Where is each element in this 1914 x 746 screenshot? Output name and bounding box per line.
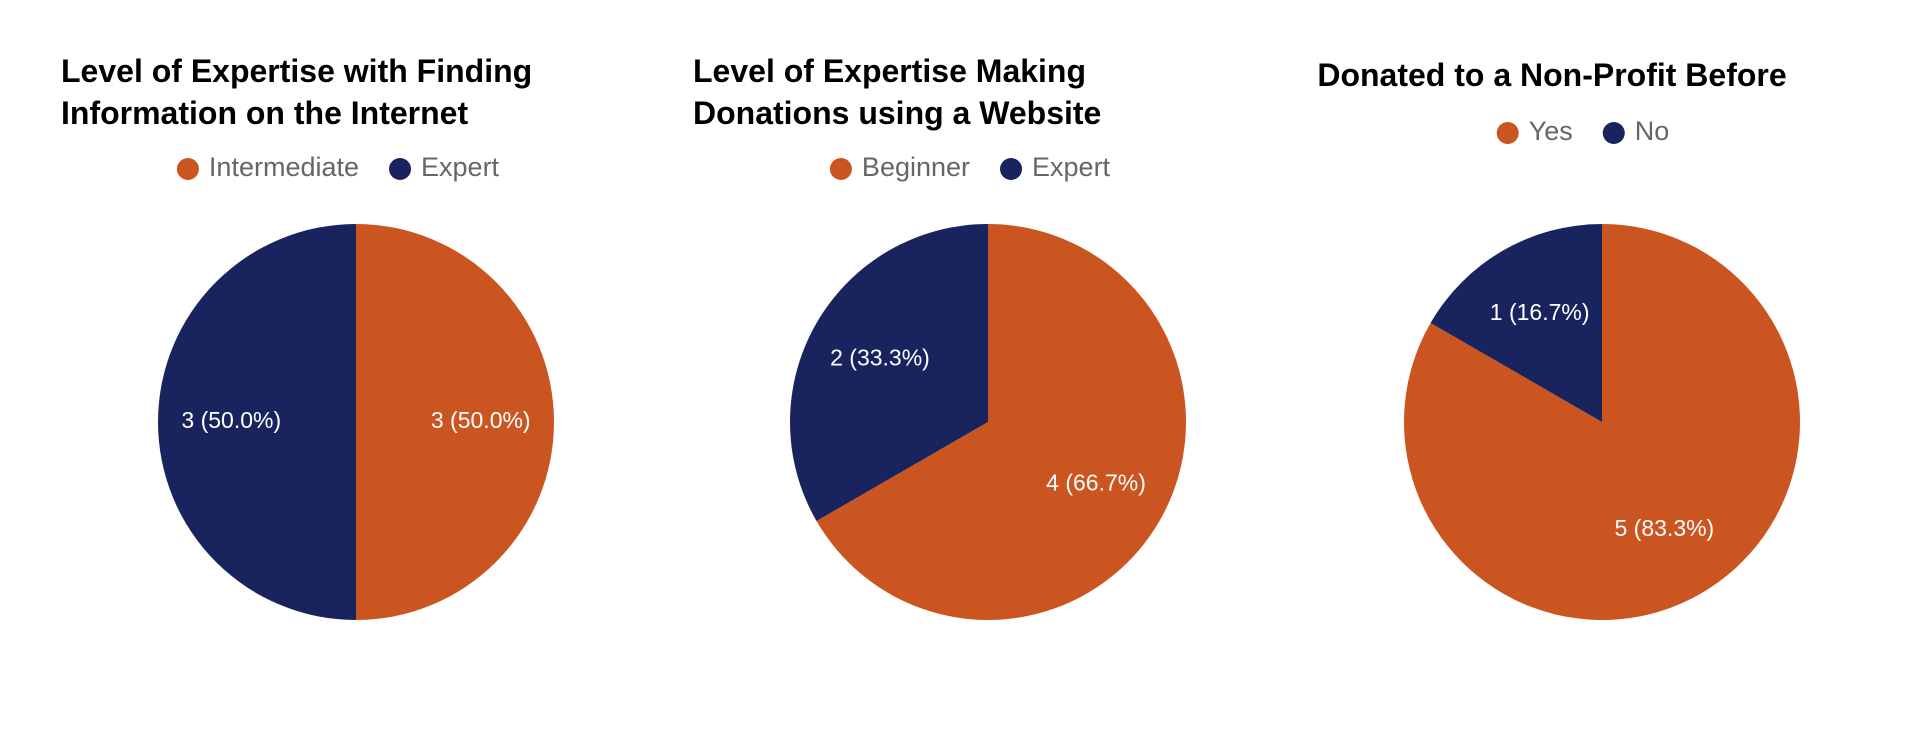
legend-swatch — [1602, 122, 1625, 144]
pie-slice — [790, 224, 988, 521]
legend-label: No — [1635, 116, 1670, 146]
value-label: 5 (83.3%) — [1615, 515, 1715, 541]
legend-label: Expert — [421, 152, 500, 182]
value-label: 4 (66.7%) — [1046, 469, 1146, 495]
chart-title: Donated to a Non-Profit Before — [1317, 57, 1787, 93]
legend: Intermediate Expert — [176, 152, 500, 182]
chart-title: Level of Expertise Making Donations usin… — [693, 53, 1102, 131]
legend-swatch — [829, 158, 852, 180]
legend-swatch — [389, 158, 412, 180]
pie-slice — [1430, 224, 1602, 422]
legend-label: Expert — [1032, 152, 1111, 182]
legend-swatch — [1000, 158, 1023, 180]
chart-title: Level of Expertise with Finding Informat… — [61, 53, 533, 131]
value-label: 1 (16.7%) — [1490, 299, 1590, 325]
legend-swatch — [1496, 122, 1519, 144]
pie-slice — [356, 224, 554, 620]
legend-label: Beginner — [862, 152, 970, 182]
pie-slice — [158, 224, 356, 620]
pie-slice — [816, 224, 1187, 620]
value-label: 3 (50.0%) — [431, 407, 531, 433]
legend: Beginner Expert — [829, 152, 1111, 182]
value-label: 2 (33.3%) — [830, 345, 930, 371]
legend: Yes No — [1496, 116, 1670, 146]
legend-swatch — [176, 158, 199, 180]
value-label: 3 (50.0%) — [181, 407, 281, 433]
legend-label: Yes — [1529, 116, 1573, 146]
legend-label: Intermediate — [209, 152, 359, 182]
